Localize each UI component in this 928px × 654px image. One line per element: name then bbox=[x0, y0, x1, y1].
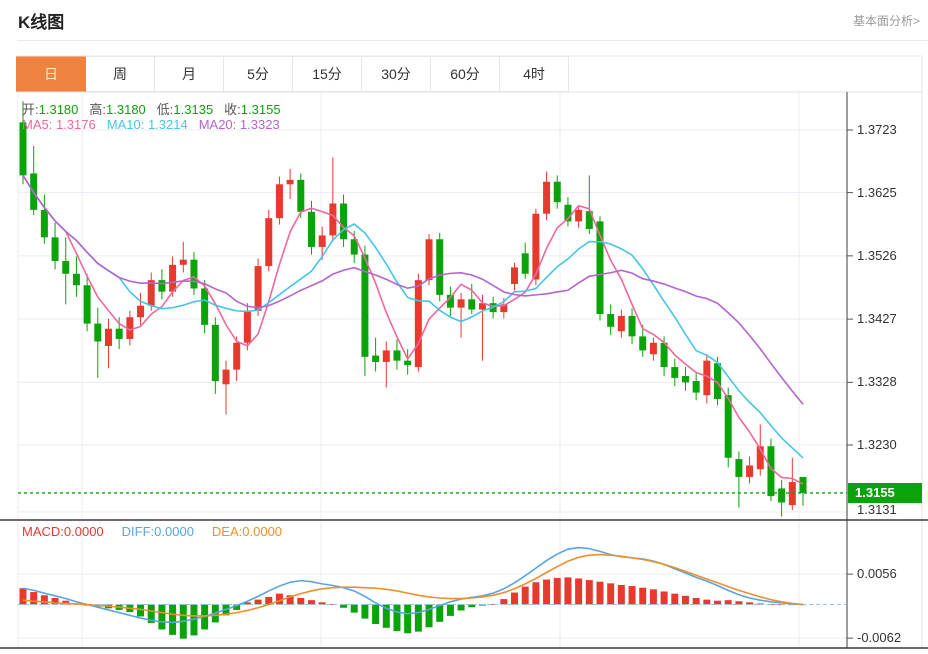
price-tick-label: 1.3723 bbox=[857, 122, 897, 137]
close-label: 收: bbox=[224, 102, 241, 117]
ma10-label: MA10: bbox=[106, 117, 145, 132]
diff-label: DIFF: bbox=[121, 524, 155, 539]
ma20-value: 1.3323 bbox=[239, 117, 280, 132]
macd-tick-label: -0.0062 bbox=[857, 630, 902, 646]
macd-bars-layer bbox=[19, 577, 807, 639]
dea-value: 0.0000 bbox=[242, 524, 283, 539]
macd-value: 0.0000 bbox=[63, 524, 104, 539]
ma5-value: 1.3176 bbox=[55, 117, 96, 132]
gridlines bbox=[17, 93, 847, 647]
current-price-badge: 1.3155 bbox=[848, 483, 922, 503]
close-value: 1.3155 bbox=[240, 102, 281, 117]
price-tick-label: 1.3427 bbox=[857, 311, 897, 327]
ma20-line bbox=[22, 174, 804, 405]
open-value: 1.3180 bbox=[38, 102, 79, 117]
macd-legend: MACD:0.0000 DIFF:0.0000 DEA:0.0000 bbox=[22, 524, 282, 539]
low-label: 低: bbox=[156, 102, 174, 117]
diff-value: 0.0000 bbox=[154, 524, 194, 539]
tab-日[interactable]: 日 bbox=[16, 56, 86, 92]
ma5-label: MA5: bbox=[22, 117, 53, 132]
tab-30分[interactable]: 30分 bbox=[362, 56, 431, 92]
header-divider bbox=[17, 40, 928, 41]
price-tick-label: 1.3328 bbox=[857, 374, 897, 390]
price-tick-label: 1.3625 bbox=[857, 184, 897, 200]
macd-label: MACD: bbox=[22, 524, 64, 539]
fundamental-analysis-link[interactable]: 基本面分析> bbox=[852, 14, 920, 28]
macd-tick-label: 0.0056 bbox=[857, 566, 897, 582]
price-tick-label: 1.3230 bbox=[857, 437, 897, 452]
dea-line bbox=[22, 553, 804, 617]
candles-layer bbox=[19, 101, 807, 517]
diff-line bbox=[22, 546, 804, 624]
ma5-line bbox=[22, 174, 804, 485]
ma10-line bbox=[22, 174, 804, 459]
dea-label: DEA: bbox=[211, 524, 243, 539]
price-tick-label: 1.3526 bbox=[857, 247, 897, 263]
tab-月[interactable]: 月 bbox=[155, 56, 224, 92]
ma20-label: MA20: bbox=[198, 117, 237, 132]
price-min-label: 1.3131 bbox=[857, 502, 897, 518]
panel-borders bbox=[0, 55, 928, 649]
low-value: 1.3135 bbox=[173, 102, 214, 117]
interval-tabbar: 日周月 5分 15分 30分 60分 4时 bbox=[16, 56, 569, 92]
ma-legend: MA5: 1.3176 MA10: 1.3214 MA20: 1.3323 bbox=[22, 117, 280, 132]
ma10-value: 1.3214 bbox=[147, 117, 188, 132]
high-label: 高: bbox=[89, 102, 107, 117]
tab-5分[interactable]: 5分 bbox=[224, 56, 293, 92]
ohlc-legend: 开:1.3180 高:1.3180 低:1.3135 收:1.3155 bbox=[22, 99, 281, 118]
open-label: 开: bbox=[22, 102, 39, 117]
high-value: 1.3180 bbox=[106, 102, 146, 117]
page-title: K线图 bbox=[18, 13, 65, 32]
